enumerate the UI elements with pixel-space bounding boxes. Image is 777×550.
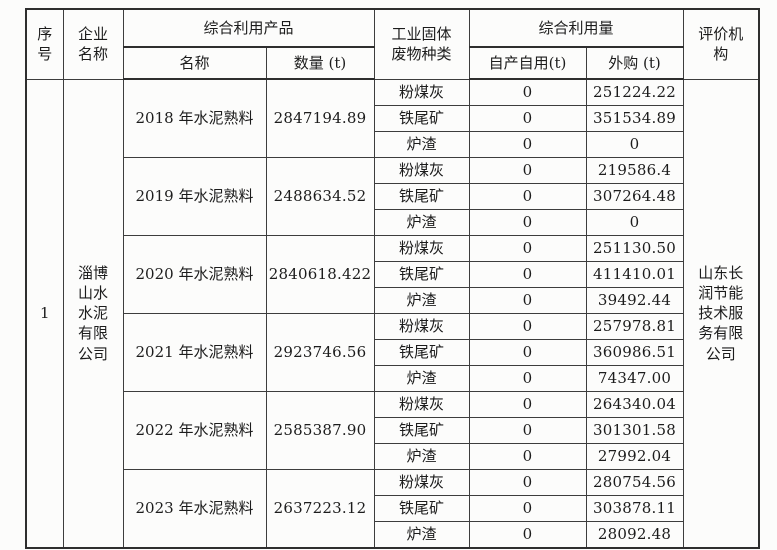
cell-product-qty: 2847194.89 [265, 78, 375, 158]
header-product-name: 名称 [122, 46, 267, 80]
cell-waste-type: 炉渣 [373, 131, 470, 158]
cell-waste-type: 粉煤灰 [373, 157, 470, 184]
table-row: 铁尾矿 0 411410.01 [26, 261, 759, 288]
cell-self-use: 0 [468, 495, 587, 522]
cell-purchased: 411410.01 [585, 261, 684, 288]
cell-waste-type: 铁尾矿 [373, 105, 470, 132]
cell-waste-type: 铁尾矿 [373, 339, 470, 366]
cell-product-name: 2018 年水泥熟料 [122, 78, 267, 158]
header-self-use: 自产自用(t) [468, 46, 587, 80]
cell-product-name: 2019 年水泥熟料 [122, 157, 267, 236]
cell-waste-type: 粉煤灰 [373, 391, 470, 418]
cell-product-qty: 2488634.52 [265, 157, 375, 236]
cell-purchased: 251224.22 [585, 78, 684, 106]
cell-waste-type: 粉煤灰 [373, 469, 470, 496]
cell-waste-type: 炉渣 [373, 209, 470, 236]
cell-purchased: 264340.04 [585, 391, 684, 418]
cell-company: 淄博 山水 水泥 有限 公司 [62, 78, 124, 549]
cell-seq: 1 [25, 78, 64, 549]
cell-purchased: 39492.44 [585, 287, 684, 314]
cell-purchased: 257978.81 [585, 313, 684, 340]
cell-purchased: 74347.00 [585, 365, 684, 392]
cell-purchased: 0 [585, 209, 684, 236]
cell-self-use: 0 [468, 235, 587, 262]
cell-agency: 山东长 润节能 技术服 务有限 公司 [682, 78, 760, 549]
table-row: 2020 年水泥熟料 2840618.422 粉煤灰 0 251130.50 [26, 235, 759, 314]
cell-waste-type: 炉渣 [373, 521, 470, 549]
cell-waste-type: 炉渣 [373, 365, 470, 392]
header-row-2: 名称 数量 (t) 自产自用(t) 外购 (t) [26, 46, 759, 80]
header-purchased: 外购 (t) [585, 46, 684, 80]
cell-self-use: 0 [468, 287, 587, 314]
cell-product-name: 2020 年水泥熟料 [122, 235, 267, 314]
cell-purchased: 360986.51 [585, 339, 684, 366]
cell-waste-type: 炉渣 [373, 287, 470, 314]
utilization-table: 序 号 企业 名称 综合利用产品 工业固体 废物种类 综合利用量 评价机 构 名… [25, 8, 760, 549]
cell-product-qty: 2923746.56 [265, 313, 375, 392]
cell-product-name: 2021 年水泥熟料 [122, 313, 267, 392]
cell-waste-type: 炉渣 [373, 443, 470, 470]
cell-purchased: 251130.50 [585, 235, 684, 262]
cell-self-use: 0 [468, 417, 587, 444]
cell-purchased: 307264.48 [585, 183, 684, 210]
cell-self-use: 0 [468, 339, 587, 366]
cell-self-use: 0 [468, 469, 587, 496]
cell-purchased: 0 [585, 131, 684, 158]
header-company: 企业 名称 [62, 8, 124, 80]
cell-product-name: 2023 年水泥熟料 [122, 469, 267, 549]
cell-waste-type: 粉煤灰 [373, 313, 470, 340]
cell-product-qty: 2585387.90 [265, 391, 375, 470]
header-seq: 序 号 [25, 8, 64, 80]
cell-product-name: 2022 年水泥熟料 [122, 391, 267, 470]
table-row: 1 淄博 山水 水泥 有限 公司 2018 年水泥熟料 2847194.89 粉… [25, 78, 760, 549]
header-agency: 评价机 构 [682, 8, 760, 80]
table-row: 铁尾矿 0 301301.58 [26, 417, 759, 444]
cell-waste-type: 铁尾矿 [373, 495, 470, 522]
cell-purchased: 219586.4 [585, 157, 684, 184]
cell-self-use: 0 [468, 365, 587, 392]
cell-waste-type: 铁尾矿 [373, 261, 470, 288]
header-waste-type: 工业固体 废物种类 [373, 8, 470, 80]
cell-product-qty: 2637223.12 [265, 469, 375, 549]
table-row: 2021 年水泥熟料 2923746.56 粉煤灰 0 257978.81 [26, 313, 759, 392]
table-row: 2022 年水泥熟料 2585387.90 粉煤灰 0 264340.04 [26, 391, 759, 470]
table-row: 2023 年水泥熟料 2637223.12 粉煤灰 0 280754.56 [26, 469, 759, 549]
cell-purchased: 303878.11 [585, 495, 684, 522]
cell-self-use: 0 [468, 157, 587, 184]
table-row: 炉渣 0 28092.48 [26, 521, 759, 549]
header-product-qty: 数量 (t) [265, 46, 375, 80]
cell-purchased: 301301.58 [585, 417, 684, 444]
cell-self-use: 0 [468, 131, 587, 158]
cell-waste-type: 铁尾矿 [373, 183, 470, 210]
cell-self-use: 0 [468, 183, 587, 210]
cell-waste-type: 粉煤灰 [373, 235, 470, 262]
header-utilization-group: 综合利用量 [468, 8, 684, 48]
table-row: 2019 年水泥熟料 2488634.52 粉煤灰 0 219586.4 [26, 157, 759, 236]
cell-waste-type: 粉煤灰 [373, 78, 470, 106]
cell-purchased: 351534.89 [585, 105, 684, 132]
header-row-1: 序 号 企业 名称 综合利用产品 工业固体 废物种类 综合利用量 评价机 构 [25, 8, 760, 80]
cell-self-use: 0 [468, 209, 587, 236]
cell-purchased: 28092.48 [585, 521, 684, 549]
cell-self-use: 0 [468, 313, 587, 340]
cell-self-use: 0 [468, 521, 587, 549]
cell-self-use: 0 [468, 391, 587, 418]
header-product-group: 综合利用产品 [122, 8, 375, 48]
cell-self-use: 0 [468, 105, 587, 132]
cell-self-use: 0 [468, 78, 587, 106]
cell-self-use: 0 [468, 443, 587, 470]
cell-waste-type: 铁尾矿 [373, 417, 470, 444]
table-row: 铁尾矿 0 303878.11 [26, 495, 759, 522]
cell-product-qty: 2840618.422 [265, 235, 375, 314]
cell-purchased: 280754.56 [585, 469, 684, 496]
cell-purchased: 27992.04 [585, 443, 684, 470]
cell-self-use: 0 [468, 261, 587, 288]
